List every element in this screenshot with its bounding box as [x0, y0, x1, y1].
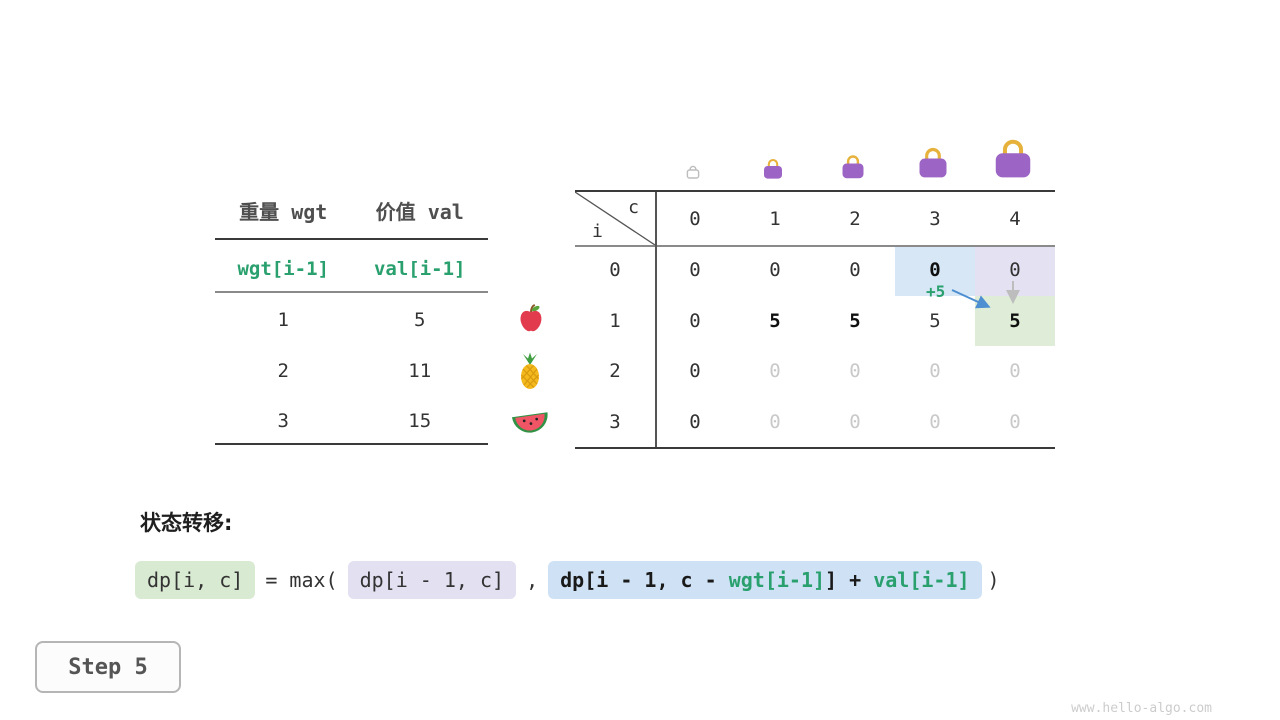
dp-cell-current: 5 [975, 295, 1055, 346]
formula-dp-skip: dp[i - 1, c] [347, 561, 517, 599]
bag-icon-capacity-1 [764, 158, 782, 179]
pineapple-icon [521, 352, 539, 389]
formula-comma: , [526, 568, 539, 592]
bag-icon-capacity-2 [842, 155, 864, 179]
items-formula-wgt: wgt[i-1] [237, 258, 329, 280]
dp-cell: 0 [1009, 360, 1021, 383]
dp-cell: 5 [849, 309, 861, 332]
watermark: www.hello-algo.com [1071, 701, 1212, 716]
dp-cell: 0 [849, 360, 861, 383]
transition-label: 状态转移: [140, 511, 233, 535]
table-row: 2 11 [215, 351, 488, 391]
items-header-val: 价值 val [375, 200, 464, 224]
apple-icon [520, 303, 542, 332]
item-1-value: 5 [414, 309, 426, 331]
dp-cell-source-take: 0 [895, 245, 975, 296]
dp-header-rule [575, 245, 1055, 247]
dp-cell: 0 [689, 360, 701, 383]
table-row: 1 5 [215, 300, 488, 340]
formula-close-paren: ) [987, 568, 1000, 592]
item-2-weight: 2 [277, 360, 289, 382]
formula-take-wgt: wgt[i-1] [728, 568, 826, 592]
formula-dp-take: dp[i - 1, c - wgt[i-1]] + val[i-1] [548, 561, 982, 599]
dp-vertical-divider [655, 192, 657, 447]
formula-take-val: val[i-1] [873, 568, 970, 592]
dp-cell: 0 [929, 360, 941, 383]
bag-icon-capacity-0 [686, 165, 700, 179]
dp-cell: 0 [769, 410, 781, 433]
dp-cell: 0 [769, 360, 781, 383]
transition-formula: dp[i, c] = max( dp[i - 1, c] , dp[i - 1,… [135, 561, 1000, 599]
watermelon-icon [511, 412, 548, 433]
dp-col-header: 2 [849, 207, 861, 230]
dp-col-header: 0 [689, 207, 701, 230]
dp-cell: 5 [929, 309, 941, 332]
items-header-wgt: 重量 wgt [239, 200, 328, 224]
bag-icon-capacity-3 [919, 147, 947, 178]
formula-take-part2: ] + [825, 568, 874, 592]
items-table-header: 重量 wgt 价值 val [215, 190, 488, 234]
formula-dp-current: dp[i, c] [135, 561, 256, 599]
dp-cell: 0 [1009, 410, 1021, 433]
step-badge: Step 5 [35, 641, 181, 693]
item-3-weight: 3 [277, 410, 289, 432]
items-formula-rule [215, 291, 488, 293]
dp-cell: 0 [849, 410, 861, 433]
dp-row-header: 2 [609, 360, 621, 383]
dp-cell: 5 [769, 309, 781, 332]
dp-row-header: 1 [609, 309, 621, 332]
dp-cell: 0 [849, 259, 861, 282]
dp-cell: 0 [769, 259, 781, 282]
dp-corner-i-label: i [592, 221, 603, 242]
dp-cell: 0 [689, 410, 701, 433]
dp-cell: 0 [689, 309, 701, 332]
dp-cell: 0 [929, 410, 941, 433]
dp-col-header: 3 [929, 207, 941, 230]
dp-col-header: 1 [769, 207, 781, 230]
bag-icon-capacity-4 [995, 139, 1031, 178]
item-1-weight: 1 [277, 309, 289, 331]
items-formula-row: wgt[i-1] val[i-1] [215, 248, 488, 290]
items-table-bottom-rule [215, 443, 488, 445]
dp-row-header: 0 [609, 259, 621, 282]
formula-equals-max: = max( [265, 568, 338, 592]
dp-col-header: 4 [1009, 207, 1021, 230]
corner-diagonal [575, 192, 655, 245]
dp-corner-c-label: c [628, 197, 639, 218]
dp-cell-source-skip: 0 [975, 245, 1055, 296]
table-row: 3 15 [215, 401, 488, 441]
dp-table: c i 0 1 2 3 4 0 0 0 0 0 0 1 0 5 5 5 5 2 … [575, 190, 1055, 449]
dp-row-header: 3 [609, 410, 621, 433]
items-table-header-rule [215, 238, 488, 240]
plus-value-annotation: +5 [926, 282, 946, 301]
item-2-value: 11 [408, 360, 432, 382]
dp-cell: 0 [689, 259, 701, 282]
items-table: 重量 wgt 价值 val wgt[i-1] val[i-1] 1 5 2 11… [215, 190, 488, 445]
items-formula-val: val[i-1] [373, 258, 466, 280]
item-3-value: 15 [408, 410, 432, 432]
dp-corner: c i [575, 192, 655, 245]
formula-take-part1: dp[i - 1, c - [560, 568, 729, 592]
